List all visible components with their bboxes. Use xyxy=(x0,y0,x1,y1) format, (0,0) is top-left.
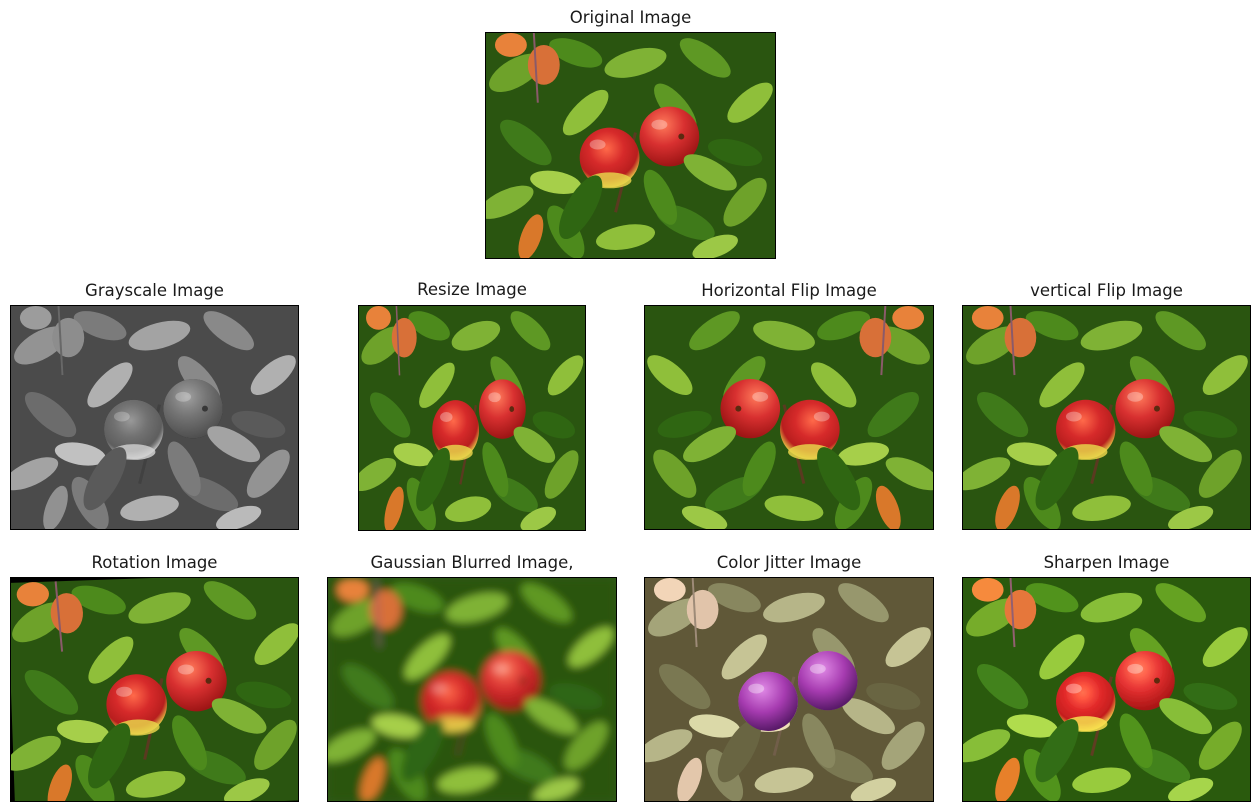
image-grayscale xyxy=(10,305,299,530)
panel-sharpen: Sharpen Image xyxy=(962,553,1251,803)
panel-title: Horizontal Flip Image xyxy=(701,281,877,300)
panel-title: Color Jitter Image xyxy=(716,553,862,572)
panel-title: Grayscale Image xyxy=(85,281,224,300)
panel-title: Resize Image xyxy=(417,280,527,299)
image-color-jitter xyxy=(644,577,934,802)
panel-original: Original Image xyxy=(485,8,776,260)
image-gaussian-blur xyxy=(327,577,617,802)
panel-resize: Resize Image xyxy=(358,280,586,532)
image-original xyxy=(485,32,776,259)
panel-rotation: Rotation Image xyxy=(10,553,299,803)
image-vertical-flip xyxy=(962,305,1251,530)
image-rotation xyxy=(10,577,299,802)
panel-color-jitter: Color Jitter Image xyxy=(644,553,934,803)
panel-title: Original Image xyxy=(569,8,692,27)
image-sharpen xyxy=(962,577,1251,802)
panel-title: Gaussian Blurred Image, xyxy=(370,553,574,572)
panel-blur: Gaussian Blurred Image, xyxy=(327,553,617,803)
panel-title: Rotation Image xyxy=(91,553,218,572)
image-resize xyxy=(358,305,586,531)
panel-vflip: vertical Flip Image xyxy=(962,281,1251,531)
panel-grayscale: Grayscale Image xyxy=(10,281,299,531)
panel-hflip: Horizontal Flip Image xyxy=(644,281,934,531)
panel-title: Sharpen Image xyxy=(1043,553,1170,572)
image-horizontal-flip xyxy=(644,305,934,530)
panel-title: vertical Flip Image xyxy=(1030,281,1183,300)
